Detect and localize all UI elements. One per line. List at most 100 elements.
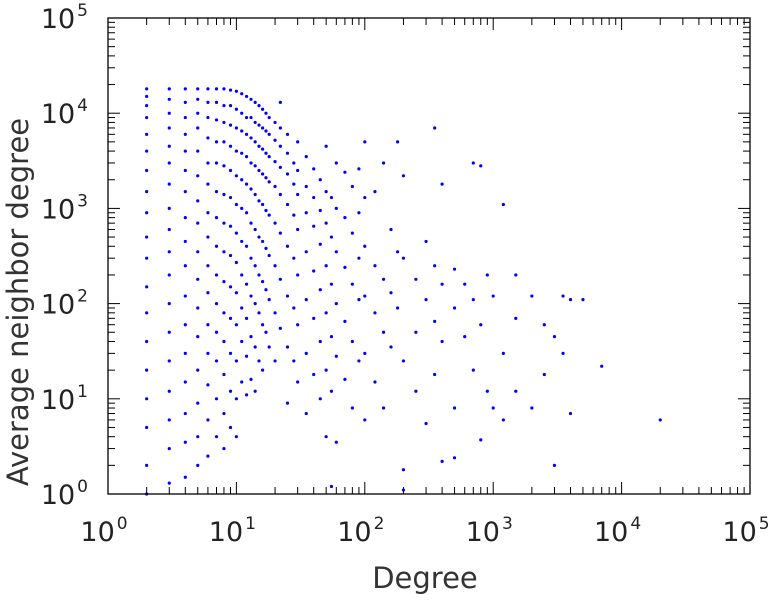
data-point (381, 330, 386, 334)
data-point (296, 227, 300, 232)
data-point (167, 250, 171, 254)
data-point (485, 273, 489, 277)
data-point (234, 231, 238, 235)
data-point (244, 155, 249, 159)
data-point (440, 282, 444, 286)
data-point (324, 190, 328, 194)
data-point (167, 161, 171, 165)
data-point (167, 418, 171, 422)
data-point (240, 111, 244, 115)
data-point (253, 264, 257, 268)
data-point (196, 401, 200, 405)
data-point (196, 435, 200, 439)
data-point (264, 208, 268, 213)
data-point (183, 440, 187, 444)
data-point (318, 339, 322, 344)
data-point (196, 149, 200, 153)
data-point (183, 239, 187, 244)
data-point (273, 120, 277, 125)
data-point (249, 335, 253, 339)
data-point (183, 190, 187, 194)
data-point (244, 282, 249, 286)
data-point (196, 368, 200, 372)
data-point (401, 468, 406, 472)
data-point (363, 244, 367, 248)
data-point (324, 368, 328, 372)
data-point (183, 87, 187, 91)
data-point (253, 100, 257, 104)
data-point (433, 126, 437, 130)
data-point (334, 161, 338, 165)
data-point (318, 397, 322, 401)
data-point (389, 345, 393, 349)
data-point (292, 182, 296, 186)
x-tick-label: 10 5 (722, 514, 769, 548)
data-point (257, 359, 261, 363)
data-point (228, 123, 233, 127)
data-point (222, 339, 226, 344)
data-point (196, 250, 200, 254)
data-point (214, 100, 219, 104)
data-point (292, 161, 296, 165)
data-point (183, 100, 187, 104)
data-point (249, 187, 253, 191)
data-point (167, 97, 171, 101)
data-point (183, 132, 187, 136)
data-point (381, 277, 386, 281)
data-point (240, 273, 244, 277)
data-point (145, 285, 149, 289)
data-point (395, 250, 400, 254)
data-point (206, 454, 210, 458)
data-point (401, 488, 406, 492)
data-point (261, 368, 265, 372)
data-point (240, 206, 244, 210)
data-point (285, 132, 290, 136)
data-point (285, 294, 290, 298)
data-point (240, 92, 244, 96)
y-tick-label: 10 3 (41, 191, 88, 225)
data-point (257, 104, 261, 108)
data-point (312, 372, 316, 377)
data-point (214, 302, 219, 306)
data-point (389, 291, 393, 295)
data-point (244, 132, 249, 136)
data-point (228, 88, 233, 92)
data-point (183, 149, 187, 153)
data-point (145, 149, 149, 153)
data-point (261, 126, 265, 130)
data-point (264, 129, 268, 133)
data-point (334, 354, 338, 358)
data-point (334, 250, 338, 254)
data-point (373, 264, 377, 268)
data-point (267, 132, 271, 136)
data-point (145, 168, 149, 173)
data-point (304, 351, 308, 355)
data-point (264, 288, 268, 292)
data-point (264, 176, 268, 180)
data-point (257, 144, 261, 148)
data-point (479, 164, 483, 168)
data-point (414, 389, 418, 393)
data-point (214, 140, 219, 144)
data-point (285, 345, 290, 349)
data-point (381, 406, 386, 410)
data-point (183, 411, 187, 416)
data-point (343, 319, 347, 324)
data-point (234, 149, 238, 153)
data-point (145, 94, 149, 99)
data-point (267, 213, 271, 217)
y-tick-label: 10 5 (41, 1, 88, 35)
data-point (261, 147, 265, 151)
data-point (244, 94, 249, 99)
data-point (318, 288, 322, 292)
data-point (552, 463, 557, 467)
data-point (167, 389, 171, 393)
data-point (253, 140, 257, 144)
data-point (183, 115, 187, 120)
data-point (240, 239, 244, 244)
data-point (253, 389, 257, 393)
data-point (257, 123, 261, 127)
data-point (514, 273, 518, 277)
data-point (296, 323, 300, 327)
data-point (145, 190, 149, 194)
